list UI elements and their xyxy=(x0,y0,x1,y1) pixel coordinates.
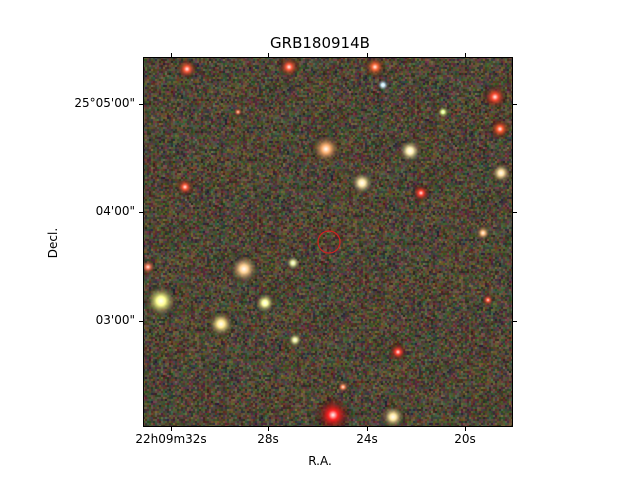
x-axis-title: R.A. xyxy=(308,454,332,468)
x-tick-top-1 xyxy=(171,53,172,57)
figure-title: GRB180914B xyxy=(270,34,370,52)
y-tick-right-1 xyxy=(513,104,517,105)
y-tick-right-2 xyxy=(513,212,517,213)
x-tick-top-3 xyxy=(367,53,368,57)
y-tick-left-2 xyxy=(139,212,143,213)
x-tick-bottom-3 xyxy=(367,427,368,431)
x-tick-bottom-1 xyxy=(171,427,172,431)
y-tick-label: 03'00" xyxy=(95,313,135,327)
y-tick-left-1 xyxy=(139,104,143,105)
x-tick-label: 24s xyxy=(356,432,378,446)
sky-image-canvas xyxy=(143,57,513,427)
x-tick-top-4 xyxy=(465,53,466,57)
x-tick-bottom-2 xyxy=(268,427,269,431)
y-tick-label: 25°05'00" xyxy=(74,96,135,110)
y-tick-right-3 xyxy=(513,321,517,322)
target-circle xyxy=(317,230,341,254)
x-tick-top-2 xyxy=(268,53,269,57)
y-tick-left-3 xyxy=(139,321,143,322)
x-tick-bottom-4 xyxy=(465,427,466,431)
x-tick-label: 20s xyxy=(454,432,476,446)
target-marker-layer xyxy=(317,230,341,254)
x-tick-label: 28s xyxy=(257,432,279,446)
y-axis-title: Decl. xyxy=(46,227,60,259)
x-tick-label: 22h09m32s xyxy=(135,432,207,446)
sky-image xyxy=(143,57,513,427)
y-tick-label: 04'00" xyxy=(95,204,135,218)
